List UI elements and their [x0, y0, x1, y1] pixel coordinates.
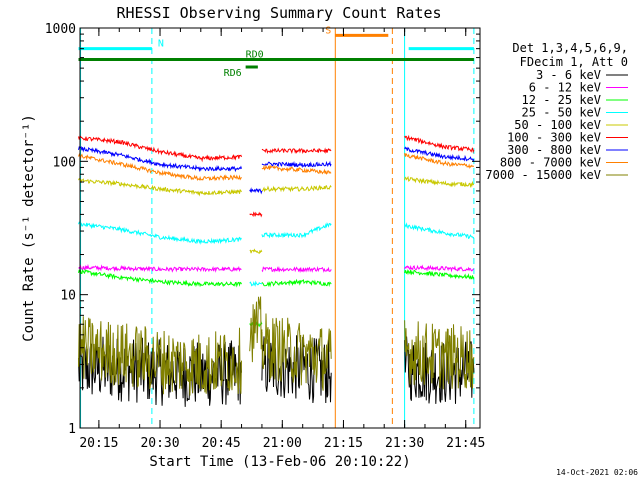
- chart-title: RHESSI Observing Summary Count Rates: [116, 4, 441, 22]
- series-line-4-seg-2: [261, 184, 332, 193]
- series-line-6-seg-2: [261, 160, 332, 168]
- y-tick-label-1: 10: [60, 289, 76, 304]
- series-line-8-seg-2: [261, 313, 332, 391]
- series-line-1-seg-1: [261, 265, 332, 274]
- y-tick-label-3: 1000: [45, 22, 76, 37]
- series-line-6-seg-3: [404, 146, 475, 163]
- legend-header-line-1: Det 1,3,4,5,6,9,: [512, 41, 628, 55]
- series-line-4-seg-1: [249, 248, 263, 255]
- legend-header-line-2: FDecim 1, Att 0: [520, 55, 628, 69]
- x-tick-label-0: 20:15: [79, 436, 118, 451]
- x-tick-label-4: 21:15: [324, 436, 363, 451]
- legend-label-3: 25 - 50 keV: [522, 106, 601, 120]
- y-axis-label: Count Rate (s⁻¹ detector⁻¹): [21, 114, 37, 342]
- flag-label-rd6: RD6: [224, 68, 242, 79]
- series-line-5-seg-3: [404, 134, 475, 154]
- series-line-5-seg-0: [78, 135, 242, 163]
- legend: Det 1,3,4,5,6,9, FDecim 1, Att 0 3 - 6 k…: [485, 41, 628, 182]
- x-tick-label-5: 21:30: [385, 436, 424, 451]
- legend-label-0: 3 - 6 keV: [536, 68, 601, 82]
- series-line-2-seg-0: [78, 268, 242, 288]
- x-tick-label-6: 21:45: [446, 436, 485, 451]
- flag-label-rd0: RD0: [246, 50, 264, 61]
- series-line-1-seg-0: [78, 263, 242, 273]
- series-line-3-seg-1: [249, 280, 263, 287]
- series-line-7-seg-2: [404, 152, 474, 169]
- series-line-0-seg-2: [404, 336, 475, 404]
- series-line-8-seg-0: [78, 316, 242, 396]
- legend-label-2: 12 - 25 keV: [522, 93, 601, 107]
- plot-area: N RD0 RD6 S: [78, 25, 475, 428]
- footer-date: 14-Oct-2021 02:06: [556, 468, 638, 477]
- series-line-5-seg-2: [261, 147, 332, 155]
- series-line-4-seg-3: [404, 175, 475, 189]
- x-tick-label-3: 21:00: [263, 436, 302, 451]
- series-line-1-seg-2: [404, 264, 474, 273]
- series-line-4-seg-0: [78, 178, 242, 197]
- series-line-2-seg-2: [261, 278, 332, 288]
- series-line-7-seg-1: [261, 164, 332, 175]
- series-line-3-seg-0: [78, 221, 242, 245]
- x-tick-label-1: 20:30: [140, 436, 179, 451]
- series-line-6-seg-1: [249, 187, 263, 195]
- series-line-3-seg-2: [261, 222, 332, 239]
- x-axis-label: Start Time (13-Feb-06 20:10:22): [149, 454, 410, 470]
- series-line-7-seg-0: [78, 153, 242, 182]
- flag-label-s: S: [325, 25, 331, 36]
- series-line-5-seg-1: [249, 211, 263, 218]
- series-line-3-seg-3: [404, 222, 475, 239]
- flag-label-n: N: [158, 39, 164, 50]
- legend-label-4: 50 - 100 keV: [514, 118, 601, 132]
- y-tick-label-0: 1: [68, 422, 76, 437]
- legend-label-7: 800 - 7000 keV: [500, 156, 601, 170]
- axes: 20:15 20:30 20:45 21:00 21:15 21:30 21:45 1 10 10…: [45, 22, 486, 451]
- legend-label-5: 100 - 300 keV: [507, 131, 601, 145]
- series-line-8-seg-1: [249, 296, 263, 363]
- series-line-8-seg-3: [404, 320, 475, 390]
- series-line-6-seg-0: [78, 145, 242, 173]
- series-line-2-seg-3: [404, 269, 475, 280]
- y-tick-label-2: 100: [53, 155, 76, 170]
- legend-label-8: 7000 - 15000 keV: [485, 168, 601, 182]
- series-line-0-seg-1: [261, 335, 332, 404]
- plot-frame: [79, 27, 481, 429]
- legend-label-6: 300 - 800 keV: [507, 143, 601, 157]
- x-tick-label-2: 20:45: [202, 436, 241, 451]
- legend-label-1: 6 - 12 keV: [529, 81, 601, 95]
